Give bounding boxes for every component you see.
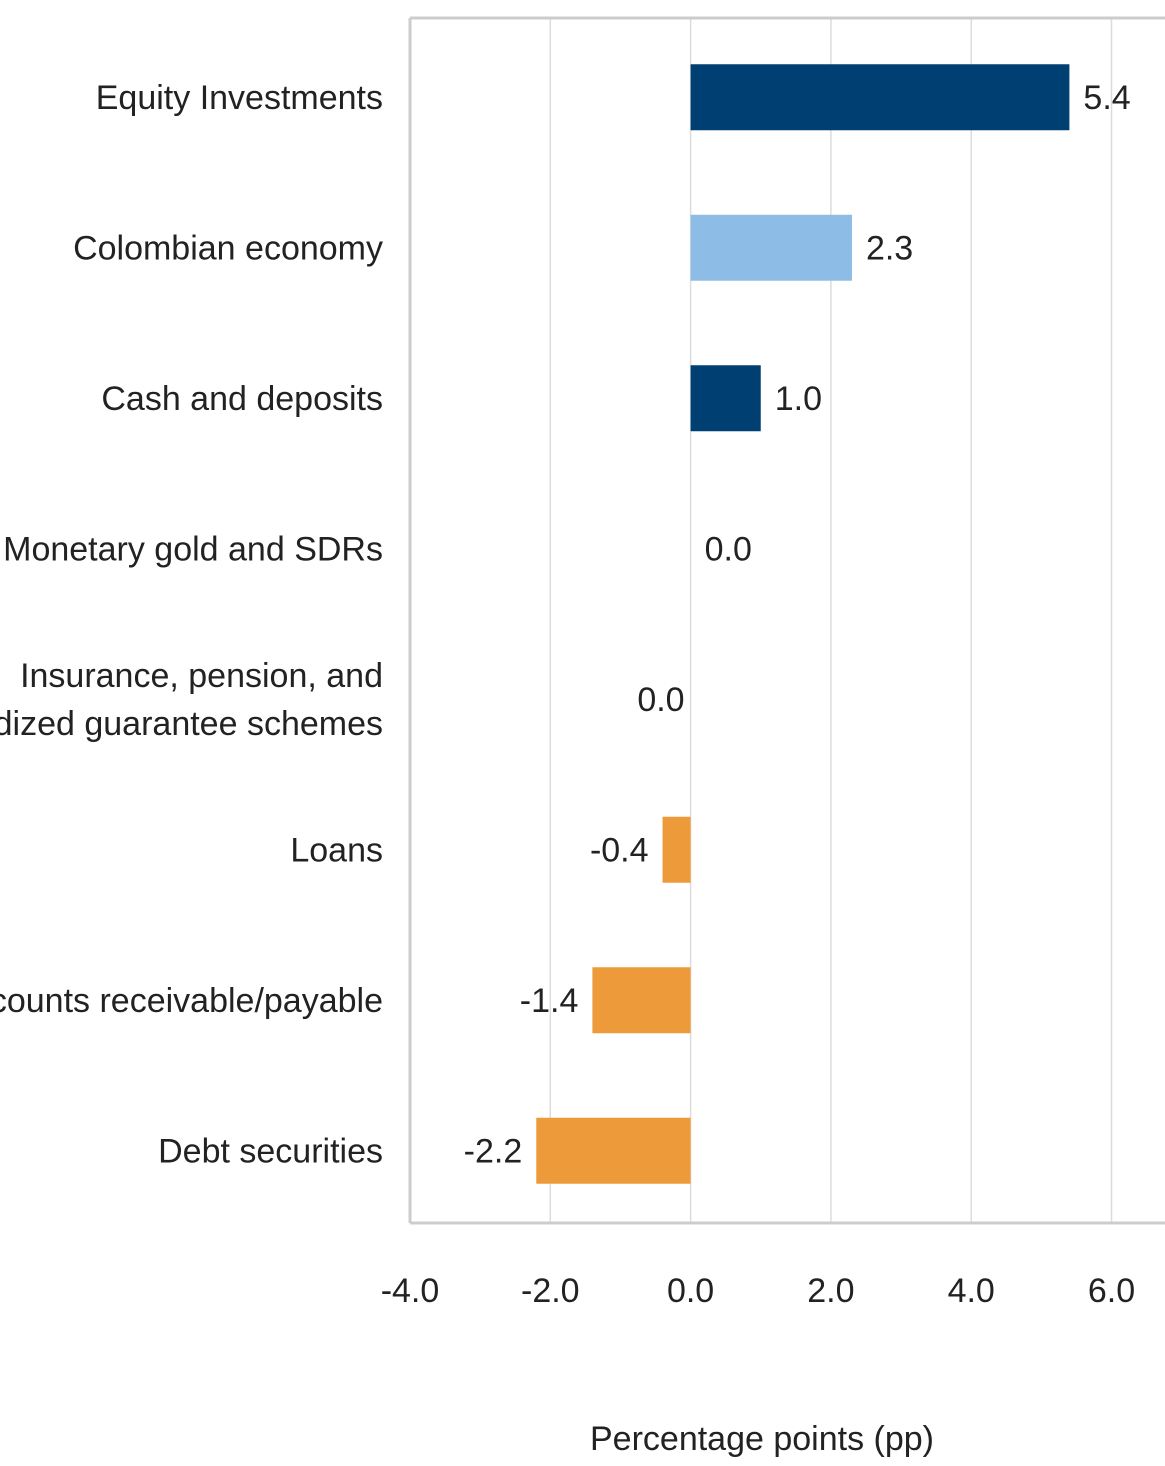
x-axis-title: Percentage points (pp) <box>590 1420 934 1458</box>
x-tick-label: -2.0 <box>521 1272 580 1310</box>
value-label: -2.2 <box>464 1133 523 1171</box>
category-label: Other accounts receivable/payable <box>0 982 383 1020</box>
category-label: Debt securities <box>158 1133 383 1171</box>
bar <box>690 365 761 432</box>
x-tick-label: 2.0 <box>807 1272 854 1310</box>
value-label: -0.4 <box>590 832 649 870</box>
x-tick-label: 6.0 <box>1088 1272 1135 1310</box>
bars <box>536 64 1070 1184</box>
value-label: 1.0 <box>775 380 822 418</box>
value-label: 0.0 <box>705 531 752 569</box>
bar <box>690 64 1070 131</box>
category-label: standardized guarantee schemes <box>0 705 383 743</box>
category-label: Loans <box>290 832 383 870</box>
axes <box>408 16 1165 1225</box>
x-tick-label: 0.0 <box>667 1272 714 1310</box>
bar <box>690 214 852 281</box>
category-label: Equity Investments <box>96 79 383 117</box>
value-labels: 5.4 2.3 1.0 0.0 0.0 -0.4 -1.4 -2.2 <box>464 79 1131 1171</box>
category-labels: Equity Investments Colombian economy Cash … <box>0 79 383 1171</box>
bar <box>536 1117 691 1184</box>
category-label: Colombian economy <box>73 230 383 268</box>
value-label: -1.4 <box>520 982 579 1020</box>
bar <box>662 816 691 883</box>
x-tick-labels: -4.0 -2.0 0.0 2.0 4.0 6.0 <box>381 1272 1135 1310</box>
category-label: Insurance, pension, and <box>20 657 383 695</box>
bar <box>592 967 691 1034</box>
value-label: 0.0 <box>637 681 684 719</box>
value-label: 5.4 <box>1083 79 1130 117</box>
category-label: Monetary gold and SDRs <box>3 531 383 569</box>
value-label: 2.3 <box>866 230 913 268</box>
x-tick-label: -4.0 <box>381 1272 440 1310</box>
x-tick-label: 4.0 <box>948 1272 995 1310</box>
category-label: Cash and deposits <box>101 380 383 418</box>
gridlines <box>549 18 1113 1223</box>
